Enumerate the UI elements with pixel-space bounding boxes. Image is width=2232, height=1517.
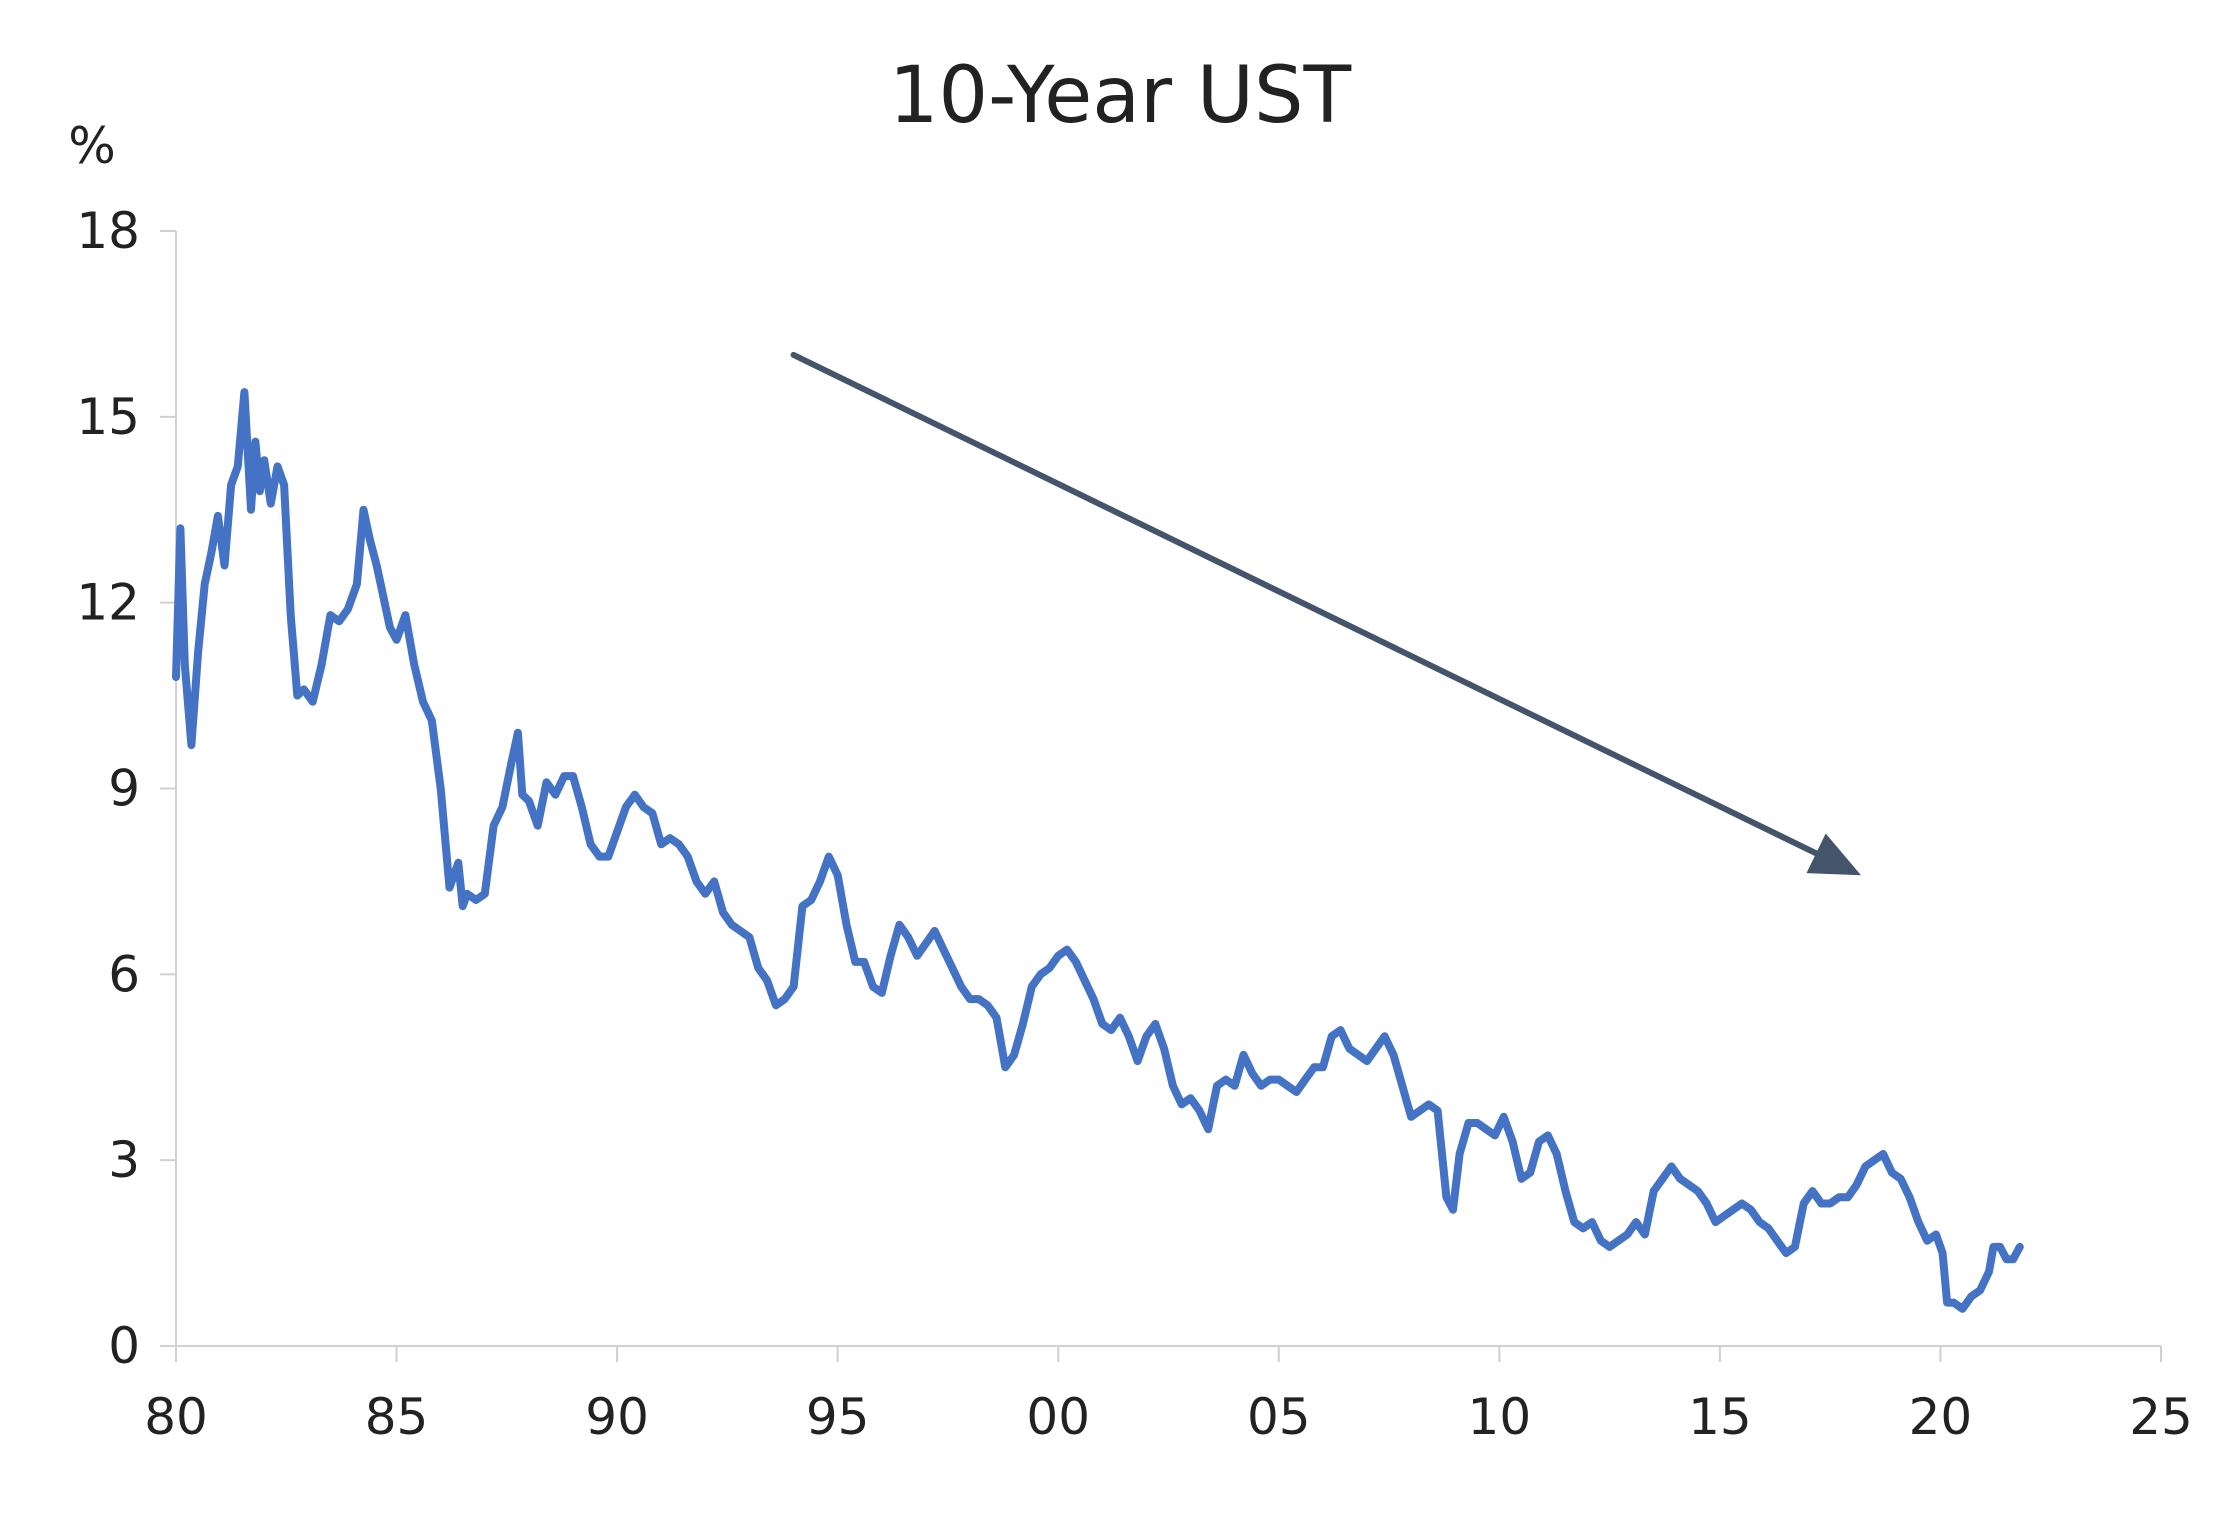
y-tick-label: 18 bbox=[76, 202, 140, 260]
x-tick-label: 05 bbox=[1247, 1388, 1311, 1446]
x-tick-label: 25 bbox=[2129, 1388, 2193, 1446]
x-tick-label: 90 bbox=[585, 1388, 649, 1446]
y-axis-ticks: 0 3 6 9 12 15 18 bbox=[76, 202, 176, 1375]
chart-title: 10-Year UST bbox=[889, 51, 1352, 141]
x-tick-label: 80 bbox=[144, 1388, 208, 1446]
y-tick-label: 6 bbox=[108, 945, 140, 1003]
x-tick-label: 20 bbox=[1909, 1388, 1973, 1446]
trend-arrow-shaft bbox=[790, 351, 1820, 857]
x-tick-label: 10 bbox=[1468, 1388, 1532, 1446]
y-tick-label: 0 bbox=[108, 1317, 140, 1375]
series-layer bbox=[172, 388, 2024, 1313]
annotation-layer bbox=[790, 351, 1861, 876]
y-tick-label: 15 bbox=[76, 388, 140, 446]
y-tick-label: 3 bbox=[108, 1131, 140, 1189]
x-tick-label: 95 bbox=[806, 1388, 870, 1446]
y-tick-label: 12 bbox=[76, 574, 140, 632]
trend-arrow-head bbox=[1806, 833, 1861, 876]
x-tick-label: 85 bbox=[365, 1388, 429, 1446]
x-axis-ticks: 80 85 90 95 00 05 10 15 20 25 bbox=[144, 1346, 2193, 1446]
y-tick-label: 9 bbox=[108, 760, 140, 818]
x-tick-label: 15 bbox=[1688, 1388, 1752, 1446]
y-axis-unit-label: % bbox=[68, 117, 116, 175]
series-line-10y-ust bbox=[172, 388, 2024, 1313]
x-tick-label: 00 bbox=[1026, 1388, 1090, 1446]
